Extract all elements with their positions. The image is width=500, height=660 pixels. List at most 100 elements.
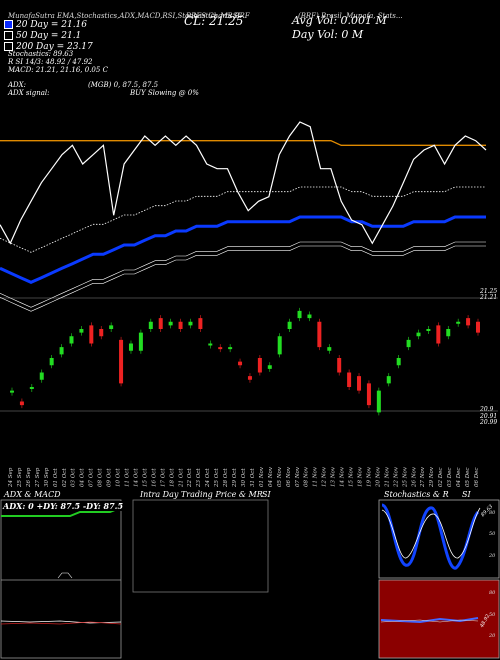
date-tick-label: 31 Oct	[250, 468, 256, 487]
close-price-label: CL: 21.25	[184, 14, 244, 28]
candle-body	[178, 321, 183, 329]
date-tick-label: 02 Oct	[62, 468, 68, 487]
date-tick-label: 26 Nov	[411, 466, 417, 488]
candle-body	[99, 329, 104, 337]
chart-header-left: MunafaSutra EMA,Stochastics,ADX,MACD,RSI…	[8, 12, 241, 20]
legend-ema20: 20 Day = 21.16	[4, 20, 87, 30]
stoch-tick-20: 20	[489, 553, 496, 559]
candle-body	[406, 339, 411, 348]
rsi-tick-50: 50	[489, 612, 496, 618]
ema20-line	[0, 215, 486, 284]
date-tick-label: 04 Oct	[80, 468, 86, 487]
candle-body	[446, 329, 451, 337]
candle-body	[357, 376, 362, 391]
date-tick-label: 12 Nov	[322, 466, 328, 487]
date-tick-label: 01 Nov	[259, 466, 265, 487]
price-axis-top-2: 21.21	[480, 294, 498, 301]
candle-body	[158, 318, 163, 329]
stoch-k-line	[381, 503, 480, 570]
candle-body	[277, 336, 282, 355]
adx-value: (MGB) 0, 87.5, 87.5	[88, 81, 159, 89]
candle-body	[317, 321, 322, 348]
candle-body	[208, 343, 213, 346]
close-price-line	[0, 121, 487, 245]
candle-body	[79, 329, 84, 333]
date-tick-label: 08 Nov	[304, 466, 310, 487]
candle-body	[476, 321, 480, 333]
date-tick-label: 17 Oct	[160, 468, 166, 487]
date-tick-label: 07 Oct	[89, 468, 95, 487]
candle-body	[128, 343, 133, 351]
adx-signal-value: BUY Slowing @ 0%	[130, 89, 199, 97]
candle-body	[416, 332, 421, 337]
macd-line-white	[0, 620, 122, 624]
macd-signal-line	[0, 621, 122, 625]
date-tick-label: 25 Sep	[17, 467, 23, 488]
candle-body	[287, 321, 292, 329]
candle-body	[327, 347, 332, 351]
date-tick-label: 25 Nov	[402, 466, 408, 488]
rsi-tick-20: 20	[489, 633, 496, 639]
adx-values-label: ADX: 0 +DY: 87.5 -DY: 87.5	[3, 501, 124, 511]
rsi-stat: R SI 14/3: 48.92 / 47.92	[8, 58, 93, 66]
date-tick-label: 05 Nov	[277, 466, 283, 487]
rsi-value-label: 48.92	[478, 613, 492, 629]
candle-body	[426, 329, 431, 331]
date-tick-label: 15 Oct	[142, 468, 148, 487]
candle-body	[218, 347, 223, 350]
candle-body	[138, 332, 143, 351]
candle-body	[267, 365, 272, 369]
candle-body	[39, 372, 44, 380]
date-tick-label: 10 Oct	[116, 468, 122, 487]
candle-body	[198, 318, 203, 329]
stoch-tick-50: 50	[489, 531, 496, 537]
date-tick-label: 02 Dec	[438, 468, 444, 488]
rsi-signal-line	[380, 619, 479, 623]
candle-body	[59, 347, 64, 355]
date-tick-label: 03 Oct	[71, 468, 77, 487]
stoch-d-line	[381, 507, 481, 559]
date-tick-label: 27 Nov	[420, 466, 426, 488]
date-tick-label: 18 Oct	[169, 468, 175, 487]
date-tick-label: 26 Sep	[26, 467, 32, 488]
candle-body	[366, 383, 371, 406]
candle-body	[396, 358, 401, 366]
adx-small-bump	[57, 572, 73, 579]
candle-body	[89, 325, 94, 344]
date-tick-label: 19 Nov	[367, 466, 373, 487]
price-axis-bot-1: 20.9	[480, 406, 494, 413]
date-tick-label: 25 Oct	[214, 468, 220, 488]
lower-band-line-1	[0, 241, 486, 308]
price-axis-bot-3: 20.99	[480, 419, 498, 426]
rsi-line	[380, 617, 479, 624]
candle-body	[337, 358, 342, 373]
legend-swatch-white2	[4, 42, 13, 51]
candle-body	[168, 321, 173, 326]
date-tick-label: 24 Sep	[8, 467, 14, 488]
date-tick-label: 08 Oct	[98, 468, 104, 487]
candle-body	[10, 390, 14, 393]
date-tick-label: 03 Dec	[447, 468, 453, 488]
sma200-line	[0, 140, 486, 146]
date-tick-label: 23 Oct	[196, 468, 202, 488]
candle-body	[466, 318, 471, 326]
date-tick-label: 21 Oct	[178, 468, 184, 488]
sma50-line	[0, 186, 486, 253]
date-tick-label: 14 Oct	[134, 468, 140, 487]
candle-body	[49, 358, 54, 366]
date-tick-label: 01 Oct	[53, 468, 59, 487]
chart-header-right: (BRF) Brasil, Munafa, Stats...	[298, 12, 403, 20]
adx-signal-label: ADX signal:	[8, 89, 50, 97]
candle-body	[19, 401, 24, 406]
date-tick-label: 30 Oct	[241, 468, 247, 487]
candle-body	[228, 347, 233, 350]
date-tick-label: 28 Oct	[223, 468, 229, 488]
price-axis-bot-2: 20.91	[480, 413, 498, 420]
avg-volume-label: Avg Vol: 0.001 M	[292, 14, 387, 27]
price-axis-top-1: 21.25	[480, 288, 498, 295]
intraday-title-si: SI	[262, 490, 271, 499]
legend-sma50: 50 Day = 21.1	[4, 31, 81, 41]
date-tick-label: 29 Oct	[232, 468, 238, 488]
candle-body	[307, 314, 312, 319]
candle-body	[436, 325, 441, 344]
